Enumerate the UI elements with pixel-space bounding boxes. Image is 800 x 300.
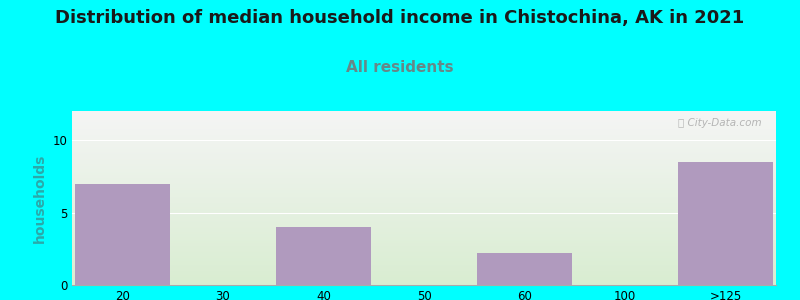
- Bar: [74, 184, 170, 285]
- Text: ⓘ City-Data.com: ⓘ City-Data.com: [678, 118, 762, 128]
- Bar: [276, 227, 371, 285]
- Bar: [678, 162, 774, 285]
- Text: Distribution of median household income in Chistochina, AK in 2021: Distribution of median household income …: [55, 9, 745, 27]
- Y-axis label: households: households: [33, 153, 46, 243]
- Bar: [477, 253, 572, 285]
- Text: All residents: All residents: [346, 60, 454, 75]
